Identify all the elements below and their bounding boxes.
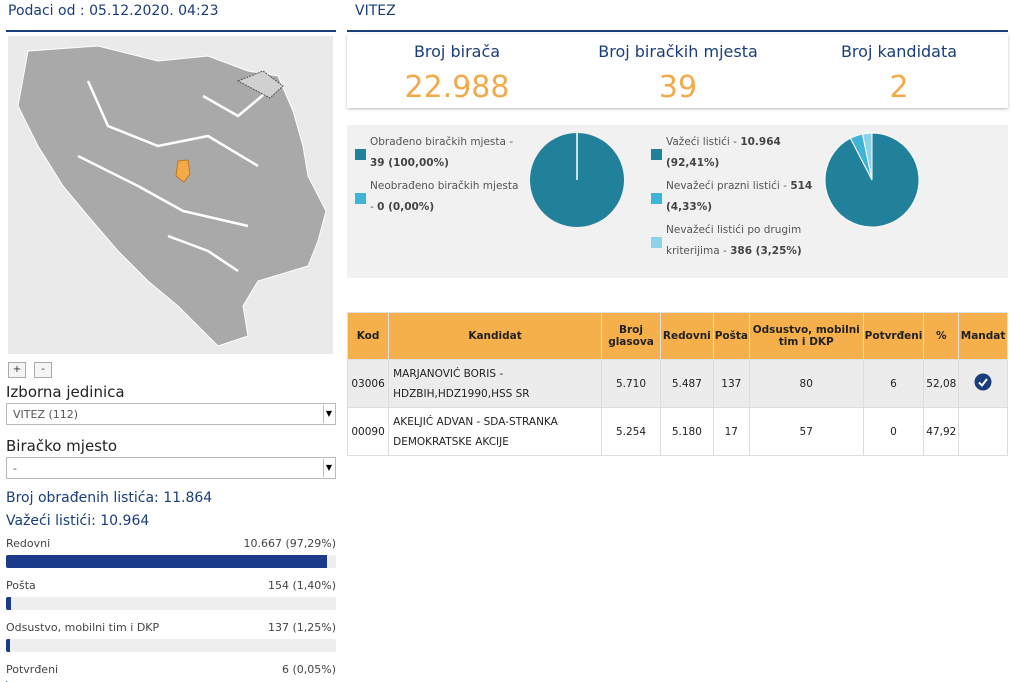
icon-circle	[975, 374, 992, 391]
select-value: -	[13, 462, 17, 475]
stat-label: Broj kandidata	[789, 42, 1009, 61]
valid-ballots: Važeći listići: 10.964	[6, 513, 149, 529]
select[interactable]: VITEZ (112) ▼	[6, 403, 336, 425]
breakdown-label: 137 (1,25%)	[268, 621, 336, 634]
legend-text: Nevažeći prazni listići - 514 (4,33%)	[666, 176, 816, 218]
mandate-cell	[959, 408, 1008, 456]
table-cell: MARJANOVIĆ BORIS - HDZBIH,HDZ1990,HSS SR	[389, 360, 602, 408]
bar	[6, 555, 327, 568]
breakdown-name: Odsustvo, mobilni tim i DKP	[6, 621, 159, 634]
timestamp: Podaci od : 05.12.2020. 04:23	[8, 3, 219, 19]
table-cell: 00090	[348, 408, 389, 456]
bar-track	[6, 597, 336, 610]
bar	[6, 639, 10, 652]
stat-value: 2	[789, 70, 1009, 105]
column-header: %	[924, 313, 959, 360]
column-header: Potvrđeni	[863, 313, 924, 360]
header-rule	[6, 30, 336, 32]
map[interactable]	[8, 36, 333, 354]
stat-value: 39	[568, 70, 788, 105]
stat-label: Broj biračkih mjesta	[568, 42, 788, 61]
processed-ballots: Broj obrađenih listića: 11.864	[6, 490, 212, 506]
legend-text: Obrađeno biračkih mjesta - 39 (100,00%)	[370, 132, 520, 174]
column-header: Broj glasova	[601, 313, 660, 360]
filter-label: Izborna jedinica	[6, 383, 125, 401]
table-cell: 5.487	[661, 360, 714, 408]
table-cell: 80	[749, 360, 863, 408]
table-cell: 03006	[348, 360, 389, 408]
breakdown-name: Redovni	[6, 537, 50, 550]
legend-value: 386 (3,25%)	[730, 245, 802, 257]
legend-text: Nevažeći listići po drugim kriterijima -…	[666, 220, 816, 262]
select[interactable]: -▼	[6, 457, 336, 479]
legend-text: Neobrađeno biračkih mjesta - 0 (0,00%)	[370, 176, 520, 218]
table-cell: AKELJIĆ ADVAN - SDA-STRANKA DEMOKRATSKE …	[389, 408, 602, 456]
table-cell: 5.180	[661, 408, 714, 456]
zoom-in[interactable]: +	[8, 362, 26, 378]
breakdown-label: 10.667 (97,29%)	[243, 537, 336, 550]
legend-value: 0 (0,00%)	[377, 201, 434, 213]
table-cell: 0	[863, 408, 924, 456]
table-cell: 52,08	[924, 360, 959, 408]
column-header: Odsustvo, mobilni tim i DKP	[749, 313, 863, 360]
column-header: Mandat	[959, 313, 1008, 360]
legend-text: Važeći listići - 10.964 (92,41%)	[666, 132, 816, 174]
breakdown-label: 6 (0,05%)	[282, 663, 336, 676]
legend-value: 39 (100,00%)	[370, 157, 449, 169]
legend-name: Nevažeći prazni listići -	[666, 180, 787, 192]
legend-name: Važeći listići -	[666, 136, 737, 148]
column-header: Pošta	[713, 313, 749, 360]
table-cell: 17	[713, 408, 749, 456]
column-header: Kandidat	[389, 313, 602, 360]
breakdown-label: 154 (1,40%)	[268, 579, 336, 592]
mandate-icon	[974, 373, 992, 391]
legend-name: Obrađeno biračkih mjesta -	[370, 136, 513, 148]
table-cell: 6	[863, 360, 924, 408]
bar	[6, 597, 11, 610]
bar-track	[6, 555, 336, 568]
breakdown-name: Pošta	[6, 579, 36, 592]
filter-label: Biračko mjesto	[6, 437, 117, 455]
select-arrow: ▼	[323, 459, 334, 477]
mandate-cell	[959, 360, 1008, 408]
legend-swatch	[651, 193, 662, 204]
table-cell: 5.710	[601, 360, 660, 408]
zoom-out[interactable]: -	[34, 362, 52, 378]
unit-title: VITEZ	[355, 3, 396, 19]
legend-swatch	[651, 149, 662, 160]
breakdown-name: Potvrđeni	[6, 663, 58, 676]
select-value: VITEZ (112)	[13, 408, 78, 421]
select-arrow: ▼	[323, 405, 334, 423]
legend-swatch	[355, 193, 366, 204]
stat-label: Broj birača	[347, 42, 567, 61]
legend-swatch	[651, 237, 662, 248]
unit-rule	[347, 30, 1008, 32]
column-header: Redovni	[661, 313, 714, 360]
column-header: Kod	[348, 313, 389, 360]
stat-value: 22.988	[347, 70, 567, 105]
table-cell: 57	[749, 408, 863, 456]
legend-swatch	[355, 149, 366, 160]
bar-track	[6, 639, 336, 652]
table-cell: 5.254	[601, 408, 660, 456]
table-cell: 137	[713, 360, 749, 408]
table-cell: 47,92	[924, 408, 959, 456]
